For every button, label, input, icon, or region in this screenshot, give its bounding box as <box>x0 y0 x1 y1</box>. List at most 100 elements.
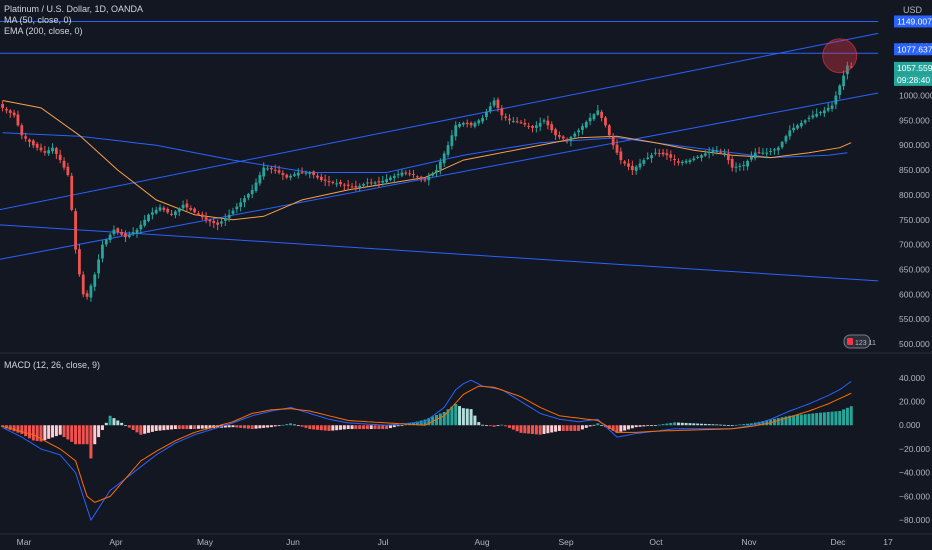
candle-body[interactable] <box>454 125 458 137</box>
candle-body[interactable] <box>227 214 231 218</box>
candle-body[interactable] <box>1 103 4 108</box>
candle-body[interactable] <box>849 66 853 68</box>
macd-legend-label[interactable]: MACD (12, 26, close, 9) <box>4 360 101 370</box>
candle-body[interactable] <box>262 167 266 177</box>
candle-body[interactable] <box>319 176 323 181</box>
candle-body[interactable] <box>577 130 580 133</box>
candle-body[interactable] <box>807 117 811 120</box>
candle-body[interactable] <box>830 105 834 109</box>
candle-body[interactable] <box>204 217 208 220</box>
candle-body[interactable] <box>504 116 508 118</box>
candle-body[interactable] <box>619 151 623 161</box>
candle-body[interactable] <box>101 244 104 259</box>
candle-body[interactable] <box>124 233 127 238</box>
candle-body[interactable] <box>373 182 377 184</box>
candle-body[interactable] <box>154 209 158 214</box>
candle-body[interactable] <box>592 114 596 120</box>
candle-body[interactable] <box>696 156 700 158</box>
candle-body[interactable] <box>8 110 12 113</box>
candle-body[interactable] <box>235 206 239 210</box>
candle-body[interactable] <box>246 194 250 198</box>
candle-body[interactable] <box>381 180 385 183</box>
candle-body[interactable] <box>630 165 634 171</box>
candle-body[interactable] <box>258 175 262 184</box>
candle-body[interactable] <box>419 176 423 179</box>
symbol-title[interactable]: Platinum / U.S. Dollar, 1D, OANDA <box>4 4 144 14</box>
candle-body[interactable] <box>220 221 223 224</box>
ema-legend[interactable]: EMA (200, close, 0) <box>4 26 83 36</box>
candle-body[interactable] <box>112 229 116 235</box>
candle-body[interactable] <box>150 212 154 215</box>
candle-body[interactable] <box>730 159 734 168</box>
candle-body[interactable] <box>523 122 527 125</box>
candle-body[interactable] <box>127 234 131 237</box>
candle-body[interactable] <box>296 172 300 176</box>
candle-body[interactable] <box>581 126 584 130</box>
candle-body[interactable] <box>703 153 707 156</box>
candle-body[interactable] <box>66 166 70 176</box>
candle-body[interactable] <box>400 172 404 176</box>
candle-body[interactable] <box>669 154 673 158</box>
candle-body[interactable] <box>846 65 849 75</box>
candle-body[interactable] <box>162 207 166 210</box>
candle-body[interactable] <box>561 136 565 139</box>
candle-body[interactable] <box>212 220 216 224</box>
candle-body[interactable] <box>680 161 684 163</box>
candle-body[interactable] <box>657 153 661 155</box>
candle-body[interactable] <box>450 135 454 146</box>
candle-body[interactable] <box>389 177 392 180</box>
candle-body[interactable] <box>469 122 473 126</box>
candle-body[interactable] <box>281 173 285 176</box>
candle-body[interactable] <box>819 112 822 114</box>
candle-body[interactable] <box>488 106 492 111</box>
candle-body[interactable] <box>588 117 592 122</box>
candle-body[interactable] <box>254 182 258 191</box>
candle-body[interactable] <box>442 153 446 164</box>
candle-body[interactable] <box>511 121 515 123</box>
candle-body[interactable] <box>822 110 826 114</box>
candle-body[interactable] <box>773 149 776 151</box>
candle-body[interactable] <box>404 172 408 174</box>
candle-body[interactable] <box>723 152 726 154</box>
candle-body[interactable] <box>223 218 227 221</box>
candle-body[interactable] <box>39 147 43 151</box>
candle-body[interactable] <box>431 173 435 176</box>
candle-body[interactable] <box>531 126 534 128</box>
candle-body[interactable] <box>135 229 139 234</box>
candle-body[interactable] <box>158 207 162 211</box>
candle-body[interactable] <box>661 152 665 155</box>
candle-body[interactable] <box>765 152 769 154</box>
candle-body[interactable] <box>688 160 692 163</box>
candle-body[interactable] <box>166 208 170 213</box>
candle-body[interactable] <box>726 153 730 161</box>
candle-body[interactable] <box>51 147 54 152</box>
macd-axis[interactable]: 40.000 20.000 0.000 −20.000 −40.000 −60.000 −8… <box>899 373 930 525</box>
candle-body[interactable] <box>673 159 676 161</box>
candle-body[interactable] <box>527 125 531 127</box>
candle-body[interactable] <box>538 122 542 127</box>
candle-body[interactable] <box>354 186 358 188</box>
candle-body[interactable] <box>308 172 312 174</box>
candle-body[interactable] <box>16 114 20 126</box>
candle-body[interactable] <box>78 249 81 275</box>
candle-body[interactable] <box>350 186 354 188</box>
candle-body[interactable] <box>216 222 220 225</box>
candle-body[interactable] <box>473 122 477 127</box>
candle-body[interactable] <box>323 179 327 181</box>
candle-body[interactable] <box>492 100 496 106</box>
candle-body[interactable] <box>270 167 273 170</box>
candle-body[interactable] <box>638 163 642 168</box>
candle-body[interactable] <box>584 122 588 128</box>
candle-body[interactable] <box>742 165 746 167</box>
flag-badge[interactable]: 123 11 <box>843 334 876 349</box>
candle-body[interactable] <box>677 161 680 163</box>
candle-body[interactable] <box>239 202 243 207</box>
candle-body[interactable] <box>189 208 193 210</box>
candlesticks[interactable] <box>1 61 853 302</box>
candle-body[interactable] <box>796 125 799 129</box>
candle-body[interactable] <box>85 293 89 297</box>
ma-legend[interactable]: MA (50, close, 0) <box>4 15 72 25</box>
candle-body[interactable] <box>200 214 204 218</box>
candle-body[interactable] <box>427 176 431 181</box>
candle-body[interactable] <box>508 118 511 121</box>
